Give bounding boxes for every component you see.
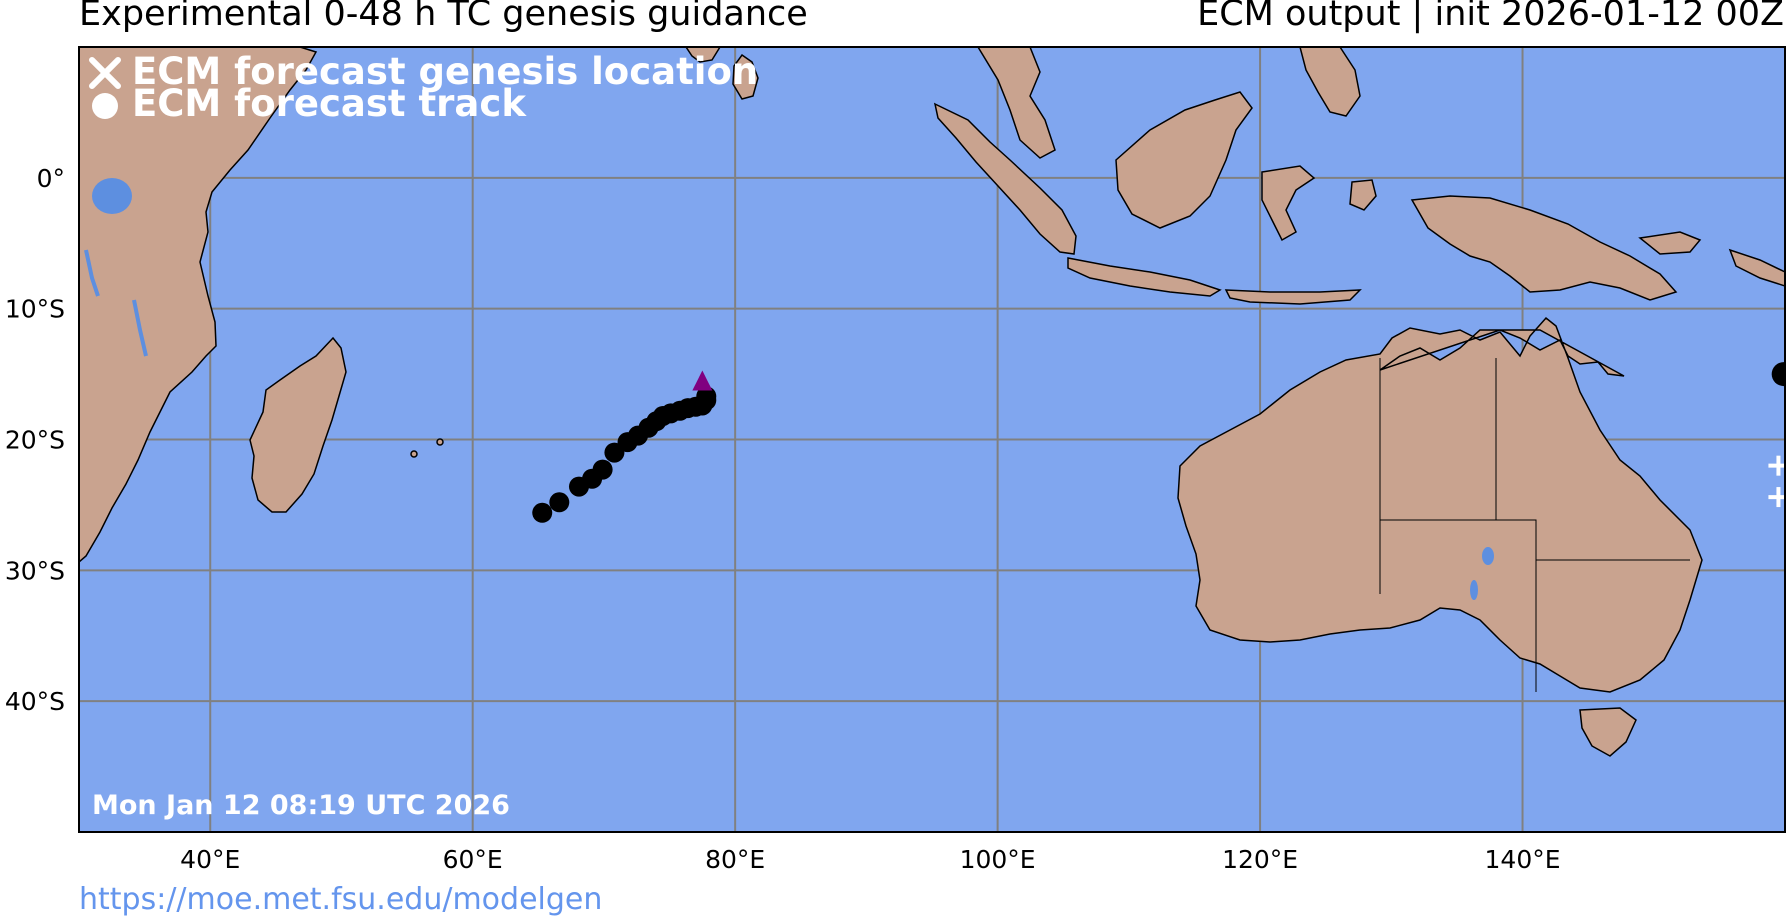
land-sulawesi xyxy=(1261,165,1316,242)
lat-tick-label: 10°S xyxy=(5,295,65,324)
land-madagascar xyxy=(249,336,347,513)
footer-url-link[interactable]: https://moe.met.fsu.edu/modelgen xyxy=(79,882,603,917)
land-sri-lanka xyxy=(732,53,759,100)
land-australia xyxy=(1177,316,1703,693)
land-india-tip xyxy=(685,47,721,63)
land-masses xyxy=(79,47,1785,757)
legend-track-label: ECM forecast track xyxy=(132,82,527,125)
land-tasmania xyxy=(1579,707,1637,757)
land-africa xyxy=(79,47,318,563)
legend-genesis-label: ECM forecast genesis location xyxy=(132,50,758,93)
lon-tick-label: 60°E xyxy=(443,845,503,874)
lake-victoria xyxy=(92,178,132,214)
lat-tick-label: 0° xyxy=(37,164,65,193)
land-philippines xyxy=(1299,47,1361,117)
model-init-label: ECM output | init 2026-01-12 00Z xyxy=(1197,0,1784,34)
land-mauritius xyxy=(436,438,444,446)
australia-borders xyxy=(1379,358,1690,692)
lon-tick-label: 120°E xyxy=(1222,845,1298,874)
lon-tick-label: 100°E xyxy=(960,845,1036,874)
land-new-guinea xyxy=(1410,195,1678,301)
lake-eyre xyxy=(1482,547,1494,565)
plus-marker-icon xyxy=(1768,455,1785,476)
track-point xyxy=(532,502,553,523)
map-frame xyxy=(78,46,1786,833)
lat-tick-label: 20°S xyxy=(5,426,65,455)
land-borneo xyxy=(1115,91,1253,229)
track-point xyxy=(696,386,717,407)
genesis-triangle-icon xyxy=(692,370,713,391)
lon-tick-label: 40°E xyxy=(180,845,240,874)
lake-tanganyika xyxy=(84,249,100,297)
lon-tick-label: 140°E xyxy=(1485,845,1561,874)
axis-ticks: 40°E 60°E 80°E 100°E 120°E 140°E 0° 10°S 20°S 30°… xyxy=(5,164,1561,874)
legend-genesis-x-icon xyxy=(89,57,121,89)
timestamp: Mon Jan 12 08:19 UTC 2026 xyxy=(92,790,510,821)
land-bismarck xyxy=(1638,231,1702,255)
track-point xyxy=(549,492,570,513)
lake-torrens xyxy=(1470,580,1478,600)
land-sumatra xyxy=(933,102,1077,255)
plus-marker-icon xyxy=(1768,487,1785,508)
map-title: Experimental 0-48 h TC genesis guidance xyxy=(79,0,808,34)
genesis-markers xyxy=(692,370,1785,508)
lon-tick-label: 80°E xyxy=(705,845,765,874)
lake-malawi xyxy=(132,299,148,357)
land-solomons xyxy=(1728,248,1785,287)
track-point xyxy=(592,459,613,480)
land-malay-peninsula xyxy=(977,47,1056,159)
land-reunion xyxy=(410,450,418,458)
lat-tick-label: 30°S xyxy=(5,556,65,585)
legend: ECM forecast genesis location ECM foreca… xyxy=(89,50,758,125)
legend-track-dot-icon xyxy=(92,93,118,119)
land-java xyxy=(1067,257,1222,297)
land-lesser-sunda xyxy=(1224,289,1362,305)
land-moluccas xyxy=(1349,179,1377,211)
lat-tick-label: 40°S xyxy=(5,687,65,716)
track-point-edge xyxy=(1771,362,1785,387)
forecast-track xyxy=(532,362,1785,523)
